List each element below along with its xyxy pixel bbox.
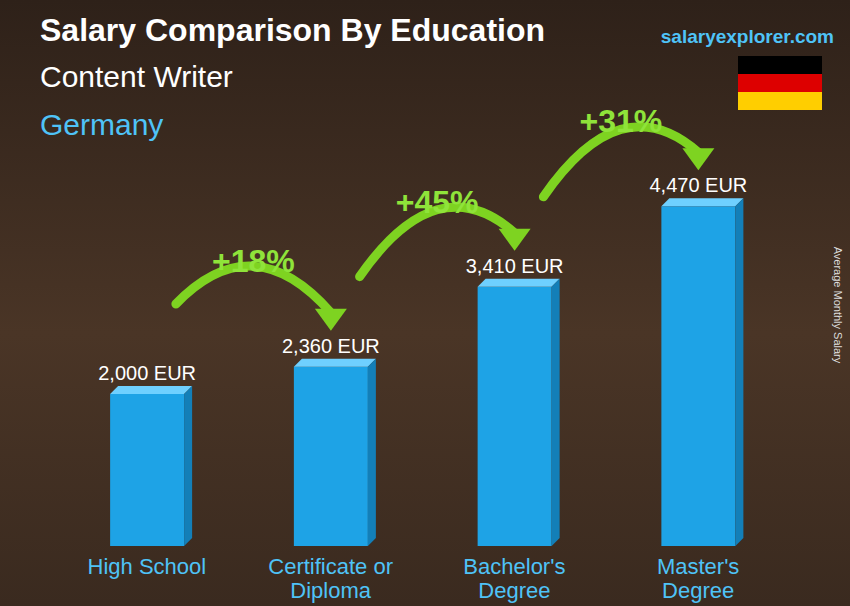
svg-text:Certificate or: Certificate or [268,554,393,579]
html-text:Average Monthly Salary: Average Monthly Salary [832,246,844,364]
svg-text:High School: High School [88,554,207,579]
html-text:Germany: Germany [40,108,164,141]
html-text:Content Writer: Content Writer [40,60,233,93]
svg-text:Bachelor's: Bachelor's [463,554,565,579]
svg-text:Degree: Degree [662,578,734,603]
svg-text:+31%: +31% [580,103,663,139]
svg-text:+45%: +45% [396,184,479,220]
svg-text:3,410 EUR: 3,410 EUR [466,255,564,277]
svg-text:2,360 EUR: 2,360 EUR [282,335,380,357]
svg-text:+18%: +18% [212,243,295,279]
html-text:Salary Comparison By Education: Salary Comparison By Education [40,12,545,48]
svg-text:Degree: Degree [478,578,550,603]
svg-text:4,470 EUR: 4,470 EUR [649,174,747,196]
svg-text:Diploma: Diploma [290,578,371,603]
svg-text:Master's: Master's [657,554,739,579]
svg-text:2,000 EUR: 2,000 EUR [98,362,196,384]
html-text:salaryexplorer.com: salaryexplorer.com [660,26,834,47]
